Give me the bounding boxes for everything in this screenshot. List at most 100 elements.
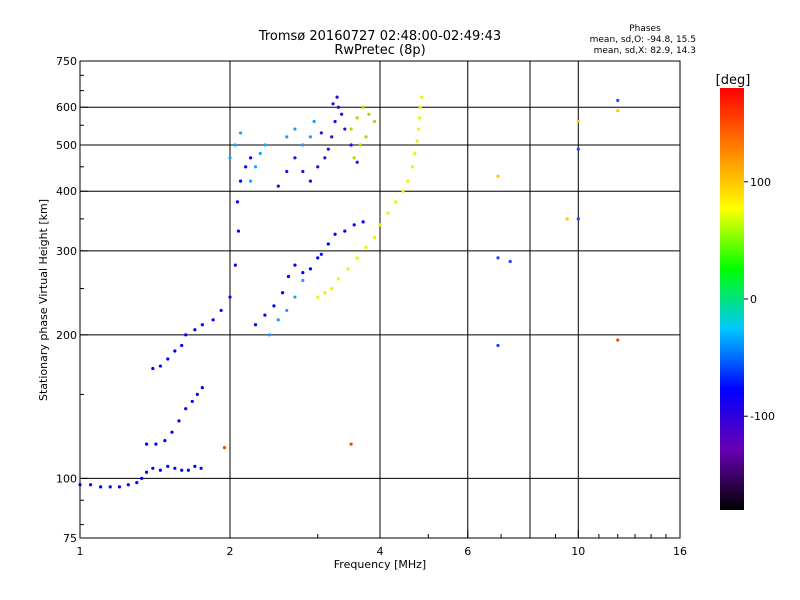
colorbar [720, 88, 744, 510]
data-point [263, 313, 267, 317]
data-point [144, 442, 149, 446]
data-points [78, 95, 620, 489]
data-point [301, 271, 305, 275]
data-point [316, 256, 320, 260]
x-tick-label: 10 [571, 545, 585, 558]
data-point [420, 95, 424, 99]
data-point [108, 485, 112, 489]
data-point [410, 165, 415, 169]
data-point [285, 169, 289, 174]
data-point [233, 143, 237, 147]
data-point [616, 98, 620, 103]
data-point [343, 229, 347, 233]
chart-subtitle: RwPretec (8p) [334, 43, 425, 58]
data-point [358, 143, 362, 147]
data-point [319, 131, 323, 135]
data-point [163, 439, 167, 443]
data-point [272, 304, 276, 308]
colorbar-label: [deg] [716, 73, 751, 88]
data-point [364, 135, 368, 139]
colorbar-ticks: 100 0 -100 [744, 176, 775, 423]
data-point [193, 464, 197, 468]
data-point [349, 143, 353, 147]
data-point [372, 235, 377, 240]
data-point [222, 446, 227, 450]
data-point [616, 338, 620, 342]
data-point [228, 295, 232, 299]
y-tick-label: 400 [56, 185, 77, 198]
data-point [406, 179, 410, 183]
data-point [200, 386, 204, 390]
data-point [280, 291, 285, 295]
data-point [236, 229, 241, 233]
data-point [364, 245, 368, 249]
data-point [316, 165, 320, 169]
x-axis: 1 2 4 6 10 16 [77, 530, 687, 558]
x-tick-label: 2 [227, 545, 234, 558]
data-point [576, 119, 580, 124]
data-point [135, 480, 139, 485]
data-point [333, 232, 337, 236]
y-tick-label: 100 [56, 472, 77, 485]
stats-line-o: mean, sd,O: -94.8, 15.5 [590, 35, 696, 45]
data-point [166, 357, 170, 361]
data-point [258, 151, 262, 156]
data-point [333, 119, 337, 124]
stats-line-x: mean, sd,X: 82.9, 14.3 [594, 46, 696, 56]
data-point [186, 468, 190, 472]
data-point [200, 323, 204, 327]
data-point [401, 189, 405, 193]
data-point [233, 263, 237, 267]
grid [80, 61, 680, 538]
colorbar-tick-label: 0 [750, 293, 757, 306]
data-point [180, 343, 184, 348]
x-tick-label: 6 [464, 545, 471, 558]
data-point [496, 343, 500, 348]
data-point [417, 116, 422, 120]
chart-title: Tromsø 20160727 02:48:00-02:49:43 [258, 29, 501, 44]
data-point [323, 156, 327, 160]
data-point [330, 135, 334, 139]
data-point [126, 483, 130, 487]
data-point [170, 430, 174, 434]
x-tick-label: 4 [377, 545, 384, 558]
data-point [263, 143, 267, 147]
y-tick-label: 600 [56, 101, 77, 114]
data-point [88, 483, 93, 487]
data-point [285, 135, 289, 139]
data-point [184, 333, 188, 337]
data-point [253, 323, 258, 327]
y-tick-label: 300 [56, 245, 77, 258]
data-point [336, 105, 340, 109]
data-point [249, 179, 253, 183]
data-point [576, 147, 580, 151]
data-point [211, 318, 215, 322]
data-point [352, 223, 356, 227]
data-point [267, 333, 272, 337]
data-point [151, 366, 155, 371]
data-point [151, 466, 155, 470]
y-tick-label: 200 [56, 329, 77, 342]
data-point [565, 217, 569, 221]
x-axis-label: Frequency [MHz] [334, 558, 426, 571]
data-point [418, 105, 422, 109]
data-point [394, 200, 398, 204]
data-point [312, 119, 316, 124]
data-point [319, 252, 323, 256]
stats-title: Phases [629, 24, 661, 34]
colorbar-tick-label: -100 [750, 410, 775, 423]
data-point [158, 468, 163, 472]
data-point [416, 127, 421, 131]
data-point [293, 295, 297, 299]
data-point [340, 112, 344, 116]
data-point [367, 112, 371, 116]
data-point [316, 295, 320, 299]
data-point [323, 291, 327, 295]
data-point [293, 156, 297, 160]
data-point [372, 119, 377, 124]
x-tick-label: 1 [77, 545, 84, 558]
data-point [301, 143, 305, 147]
data-point [331, 102, 335, 106]
data-point [184, 407, 188, 411]
